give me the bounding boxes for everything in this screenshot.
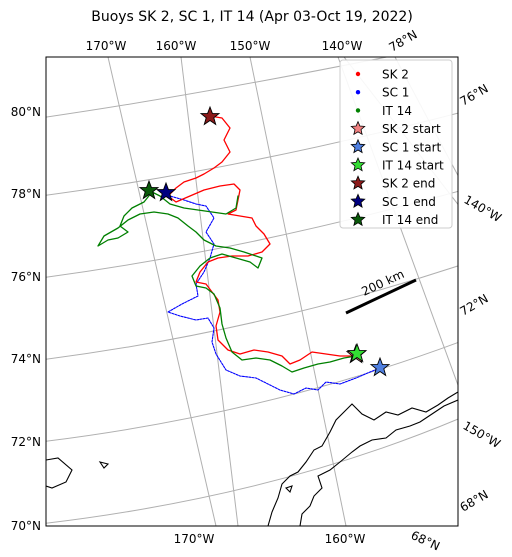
legend-label: SK 2 start [382, 122, 441, 136]
lon-label: 170°W [174, 532, 215, 546]
lat-label: 74°N [11, 352, 41, 366]
sc1-start-star [369, 356, 391, 377]
bottom-longitude-labels: 170°W 160°W 68°N [174, 528, 442, 553]
lat-label: 70°N [11, 519, 41, 533]
lat-label: 72°N [11, 435, 41, 449]
map-title: Buoys SK 2, SC 1, IT 14 (Apr 03-Oct 19, … [91, 9, 413, 25]
left-latitude-labels: 80°N 78°N 76°N 74°N 72°N 70°N [11, 105, 41, 533]
legend-label: SC 1 start [382, 140, 442, 154]
right-labels: 76°N 140°W 72°N 150°W 68°N [458, 81, 504, 514]
top-longitude-labels: 170°W 160°W 150°W 140°W 78°N [86, 27, 420, 54]
legend-label: SC 1 end [382, 195, 436, 209]
it14-track [97, 191, 357, 373]
start-end-markers [138, 105, 391, 377]
lat-label: 78°N [387, 27, 420, 54]
legend-marker [350, 175, 366, 190]
legend-marker [350, 211, 366, 227]
lon-label: 170°W [86, 39, 127, 53]
lon-label: 160°W [325, 532, 366, 546]
scale-bar-line [345, 278, 417, 315]
lat-label: 76°N [458, 81, 491, 108]
legend-label: SK 2 [382, 68, 409, 82]
legend-marker [355, 108, 361, 113]
legend-label: SK 2 end [382, 177, 435, 191]
lon-label: 150°W [461, 418, 503, 451]
lon-label: 140°W [462, 192, 504, 225]
lat-label: 76°N [11, 270, 41, 284]
lon-label: 160°W [156, 39, 197, 53]
sc1-track [167, 195, 381, 395]
legend-marker [350, 120, 366, 136]
lat-label: 68°N [409, 528, 442, 553]
legend-marker [355, 90, 361, 95]
buoy-tracks [97, 115, 381, 395]
legend-label: IT 14 end [382, 213, 438, 227]
legend-marker [355, 71, 361, 77]
coastline [46, 391, 458, 526]
legend-marker [350, 156, 366, 172]
lat-label: 68°N [458, 487, 491, 514]
legend-label: SC 1 [382, 86, 409, 100]
sk2-track [167, 115, 353, 365]
sk2-end-star [199, 105, 221, 126]
lat-label: 72°N [458, 291, 491, 318]
legend-box [339, 59, 453, 229]
it14-start-star [346, 342, 368, 363]
legend: SK 2 SC 1 IT 14 SK 2 start SC 1 start IT 14 s… [339, 59, 453, 229]
it14-end-star [138, 179, 160, 200]
lon-label: 140°W [322, 39, 363, 53]
legend-label: IT 14 start [382, 159, 444, 173]
legend-label: IT 14 [382, 104, 412, 118]
lat-label: 80°N [11, 105, 41, 119]
map-frame [45, 56, 459, 527]
lon-label: 150°W [230, 39, 271, 53]
lat-label: 78°N [11, 187, 41, 201]
sc1-end-star [155, 181, 177, 202]
legend-marker [350, 138, 366, 154]
legend-marker [350, 193, 366, 208]
